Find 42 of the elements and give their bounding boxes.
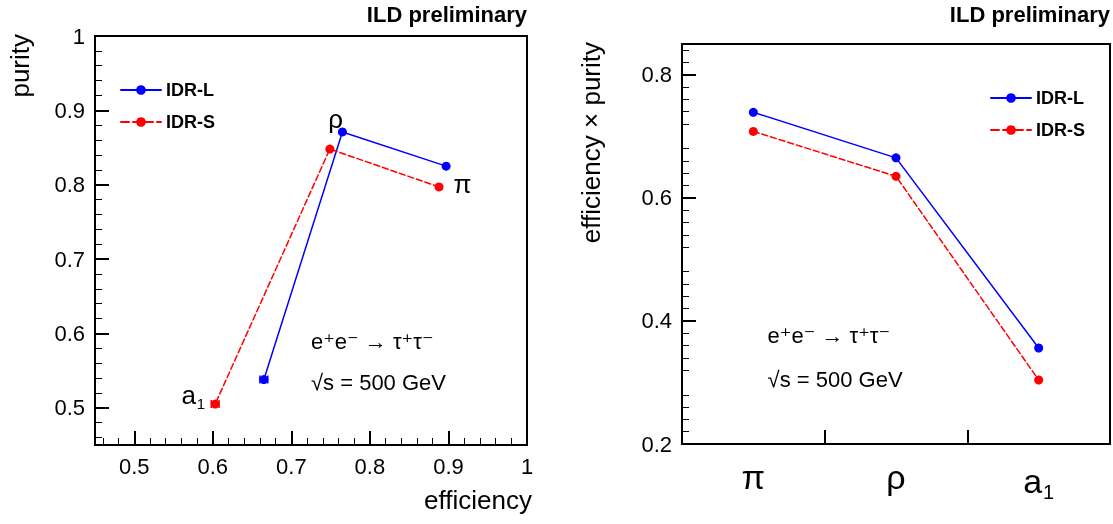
point <box>748 126 758 136</box>
point <box>325 144 335 154</box>
legend-label: IDR-L <box>1036 88 1084 108</box>
y-tick-label: 0.6 <box>54 320 85 346</box>
chart-title: ILD preliminary <box>949 1 1111 27</box>
point <box>441 161 451 171</box>
y-tick-label: 0.8 <box>641 62 672 88</box>
x-tick-label: 0.6 <box>197 453 229 479</box>
annotation: √s = 500 GeV <box>311 369 447 395</box>
point <box>891 153 901 163</box>
point <box>748 107 758 117</box>
point <box>891 171 901 181</box>
point <box>1034 375 1044 385</box>
annotation: √s = 500 GeV <box>767 366 903 392</box>
legend-label: IDR-S <box>1036 120 1085 140</box>
y-axis-title: purity <box>5 34 35 98</box>
annotation: e⁺e⁻ → τ⁺τ⁻ <box>311 328 434 354</box>
x-tick-label: 0.5 <box>118 453 150 479</box>
x-tick-label: π <box>741 458 766 496</box>
y-tick-label: 0.9 <box>54 97 85 123</box>
y-tick-label: 0.8 <box>54 172 85 198</box>
x-tick-label: 1 <box>520 453 534 479</box>
legend-label: IDR-S <box>166 112 215 132</box>
x-tick-label: 0.8 <box>354 453 386 479</box>
point <box>434 182 444 192</box>
y-tick-label: 0.6 <box>641 185 672 211</box>
y-tick-label: 1 <box>72 23 85 49</box>
legend-label: IDR-L <box>166 80 214 100</box>
x-tick-label: 0.7 <box>276 453 307 479</box>
y-tick-label: 0.2 <box>641 431 672 457</box>
annotation: ρ <box>328 103 344 134</box>
chart-title: ILD preliminary <box>366 1 528 27</box>
x-tick-label: ρ <box>886 458 906 496</box>
y-tick-label: 0.4 <box>641 308 672 334</box>
x-tick-label: 0.9 <box>433 453 464 479</box>
y-axis-title: efficiency × purity <box>576 42 606 244</box>
annotation: e⁺e⁻ → τ⁺τ⁻ <box>767 322 891 348</box>
y-tick-label: 0.7 <box>54 246 85 272</box>
y-tick-label: 0.5 <box>54 395 85 421</box>
point <box>1034 343 1044 353</box>
annotation: π <box>453 168 472 199</box>
x-axis-title: efficiency <box>424 485 532 515</box>
